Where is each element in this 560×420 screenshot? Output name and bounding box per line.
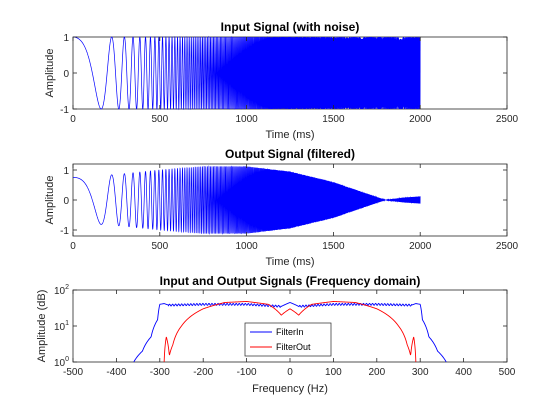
x-tick-label: 2500 [496, 114, 519, 125]
x-axis-label-2: Time (ms) [265, 256, 314, 268]
x-tick-label: 500 [499, 367, 516, 378]
legend-label-filterin: FilterIn [276, 327, 304, 337]
legend-box [244, 322, 332, 357]
y-axis-label-1: Amplitude [44, 49, 56, 98]
x-tick-label: 300 [412, 367, 429, 378]
y-axis-label-3: Amplitude (dB) [36, 290, 48, 363]
x-tick-label: 500 [151, 114, 168, 125]
x-tick-label: 200 [368, 367, 385, 378]
y-tick-label: -1 [60, 226, 69, 237]
x-tick-label: 1500 [322, 241, 345, 252]
chart-title-1: Input Signal (with noise) [221, 20, 360, 34]
y-tick-label: -1 [60, 105, 69, 116]
x-tick-label: 1000 [235, 241, 258, 252]
x-tick-label: -400 [106, 367, 126, 378]
x-tick-label: 0 [70, 241, 76, 252]
subplot-output-signal: Output Signal (filtered) 0 500 1000 1500 200… [44, 147, 519, 268]
subplot-input-signal: Input Signal (with noise) 0 500 1000 1500 20… [44, 20, 519, 141]
x-tick-label: -500 [63, 367, 83, 378]
y-ticks-1: -1 0 1 [60, 33, 507, 116]
y-tick-label: 0 [63, 196, 69, 207]
subplot-frequency-domain: Input and Output Signals (Frequency doma… [36, 274, 516, 395]
x-ticks-2: 0 500 1000 1500 2000 2500 [70, 164, 519, 252]
x-tick-label: 1000 [235, 114, 258, 125]
y-tick-label: 102 [54, 284, 69, 297]
freq-line-filterin [133, 301, 447, 363]
x-tick-label: 2000 [409, 114, 432, 125]
x-tick-label: -200 [193, 367, 213, 378]
x-tick-label: 0 [287, 367, 293, 378]
y-tick-label: 1 [63, 166, 69, 177]
x-ticks-1: 0 500 1000 1500 2000 2500 [70, 37, 519, 125]
x-tick-label: 500 [151, 241, 168, 252]
x-axis-label-3: Frequency (Hz) [252, 383, 328, 395]
y-ticks-2: -1 0 1 [60, 166, 507, 237]
x-tick-label: 2500 [496, 241, 519, 252]
x-tick-label: 1500 [322, 114, 345, 125]
x-tick-label: -300 [150, 367, 170, 378]
x-axis-label-1: Time (ms) [265, 129, 314, 141]
y-tick-label: 101 [54, 320, 69, 333]
x-tick-label: -100 [237, 367, 257, 378]
x-tick-label: 100 [325, 367, 342, 378]
x-tick-label: 400 [455, 367, 472, 378]
legend: FilterIn FilterOut [244, 322, 332, 357]
y-axis-label-2: Amplitude [44, 176, 56, 225]
series-frequency [133, 301, 447, 363]
freq-line-filterout [163, 301, 417, 363]
chart-title-2: Output Signal (filtered) [225, 147, 355, 161]
chart-title-3: Input and Output Signals (Frequency doma… [160, 274, 421, 288]
y-tick-label: 1 [63, 33, 69, 44]
x-ticks-3: -500 -400 -300 -200 -100 0 100 200 300 400 500 [63, 290, 516, 378]
x-tick-label: 2000 [409, 241, 432, 252]
y-tick-label: 0 [63, 69, 69, 80]
legend-label-filterout: FilterOut [276, 342, 311, 352]
x-tick-label: 0 [70, 114, 76, 125]
